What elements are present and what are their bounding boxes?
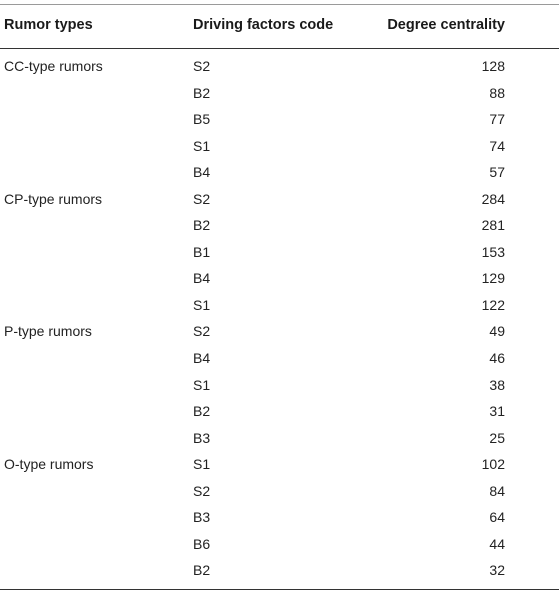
- table-row: B3 64: [0, 507, 559, 534]
- header-driving-factors-code: Driving factors code: [193, 17, 334, 33]
- table-body: CC-type rumors S2 128 B2 88 B5 77 S1 74 …: [0, 56, 559, 587]
- table-row: S1 38: [0, 375, 559, 402]
- degree-cell: 122: [481, 296, 505, 313]
- table-row: B2 31: [0, 401, 559, 428]
- degree-cell: 74: [489, 137, 505, 154]
- table-header-rule: [0, 48, 559, 49]
- degree-cell: 88: [489, 84, 505, 101]
- degree-cell: 153: [481, 243, 505, 260]
- factor-code-cell: B4: [193, 350, 211, 367]
- factor-code-cell: S1: [193, 296, 211, 313]
- table-row: B4 57: [0, 162, 559, 189]
- table-row: B1 153: [0, 242, 559, 269]
- factor-code-cell: B2: [193, 217, 211, 234]
- factor-code-cell: S1: [193, 456, 211, 473]
- factor-code-cell: S2: [193, 323, 211, 340]
- table-row: CP-type rumors S2 284: [0, 189, 559, 216]
- table-row: B2 281: [0, 215, 559, 242]
- factor-code-cell: S2: [193, 190, 211, 207]
- degree-cell: 49: [489, 323, 505, 340]
- factor-code-cell: B1: [193, 243, 211, 260]
- degree-cell: 25: [489, 429, 505, 446]
- table-row: CC-type rumors S2 128: [0, 56, 559, 83]
- table-row: B5 77: [0, 109, 559, 136]
- degree-cell: 46: [489, 350, 505, 367]
- table-top-rule: [0, 4, 559, 5]
- table-bottom-rule: [0, 589, 559, 590]
- factor-code-cell: B2: [193, 403, 211, 420]
- table-row: B2 32: [0, 560, 559, 587]
- degree-cell: 128: [481, 58, 505, 74]
- factor-code-cell: S1: [193, 376, 211, 393]
- rumor-type-cell: CC-type rumors: [4, 58, 103, 74]
- degree-cell: 129: [481, 270, 505, 287]
- table-row: S2 84: [0, 481, 559, 508]
- table-row: S1 74: [0, 136, 559, 163]
- table-row: S1 122: [0, 295, 559, 322]
- degree-cell: 44: [489, 535, 505, 552]
- degree-cell: 57: [489, 164, 505, 181]
- factor-code-cell: B4: [193, 270, 211, 287]
- factor-code-cell: B4: [193, 164, 211, 181]
- degree-cell: 64: [489, 509, 505, 526]
- factor-code-cell: B3: [193, 509, 211, 526]
- header-rumor-types: Rumor types: [4, 17, 93, 33]
- factor-code-cell: B3: [193, 429, 211, 446]
- table-row: B3 25: [0, 428, 559, 455]
- degree-cell: 31: [489, 403, 505, 420]
- factor-code-cell: B5: [193, 111, 211, 128]
- factor-code-cell: S2: [193, 482, 211, 499]
- table-row: O-type rumors S1 102: [0, 454, 559, 481]
- factor-code-cell: B2: [193, 84, 211, 101]
- table-row: B2 88: [0, 83, 559, 110]
- table-row: B6 44: [0, 534, 559, 561]
- degree-cell: 284: [481, 190, 505, 207]
- rumor-type-cell: O-type rumors: [4, 456, 94, 473]
- table-row: P-type rumors S2 49: [0, 321, 559, 348]
- factor-code-cell: B6: [193, 535, 211, 552]
- factor-code-cell: B2: [193, 562, 211, 579]
- rumor-type-cell: CP-type rumors: [4, 190, 103, 207]
- table-row: B4 46: [0, 348, 559, 375]
- degree-cell: 102: [481, 456, 505, 473]
- factor-code-cell: S1: [193, 137, 211, 154]
- degree-cell: 38: [489, 376, 505, 393]
- header-degree-centrality: Degree centrality: [387, 17, 505, 33]
- degree-cell: 84: [489, 482, 505, 499]
- rumor-type-cell: P-type rumors: [4, 323, 92, 340]
- factor-code-cell: S2: [193, 58, 211, 74]
- degree-cell: 32: [489, 562, 505, 579]
- degree-cell: 77: [489, 111, 505, 128]
- table-header-row: Rumor types Driving factors code Degree …: [0, 4, 559, 48]
- table-row: B4 129: [0, 268, 559, 295]
- degree-cell: 281: [481, 217, 505, 234]
